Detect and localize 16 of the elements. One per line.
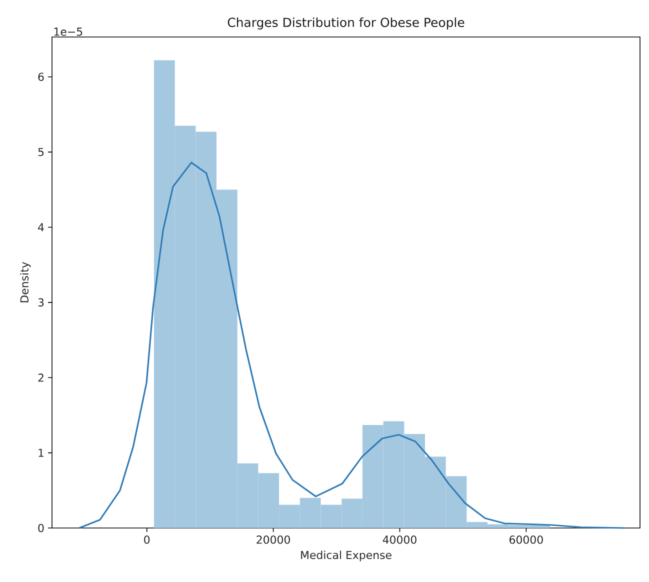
y-tick-label: 3: [38, 298, 44, 307]
y-tick-label: 0: [38, 524, 44, 532]
y-tick-label: 2: [38, 374, 44, 382]
y-tick-label: 1: [38, 448, 44, 457]
chart-title: Charges Distribution for Obese People: [228, 17, 464, 30]
x-tick-label: 0: [144, 536, 150, 544]
y-axis-title: Density: [20, 262, 31, 302]
text: 1e−5: [54, 28, 82, 36]
y-tick-label: 4: [38, 223, 44, 232]
y-tick-label: 5: [38, 148, 44, 156]
x-tick-label: 20000: [256, 536, 290, 544]
line-series: [78, 162, 626, 529]
y-tick-label: 6: [38, 72, 44, 81]
x-tick-label: 40000: [382, 536, 416, 544]
x-tick-label: 60000: [510, 536, 543, 544]
x-axis-title: Medical Expense: [301, 550, 392, 562]
